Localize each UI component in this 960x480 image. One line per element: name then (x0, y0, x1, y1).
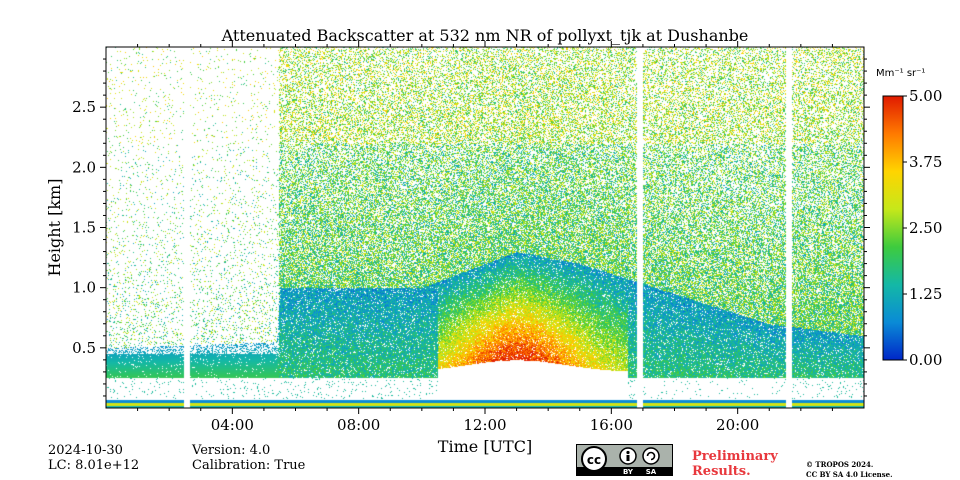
sa-icon (642, 447, 660, 465)
heatmap-image (106, 47, 864, 408)
copyright-line1: © TROPOS 2024. (806, 460, 874, 469)
heatmap-canvas (106, 47, 864, 408)
cc-license-badge[interactable]: cc BY SA (576, 444, 673, 476)
colorbar-tick-label: 2.50 (909, 219, 942, 237)
preliminary-line2: Results. (692, 464, 751, 479)
x-tick-label: 08:00 (337, 416, 380, 434)
colorbar (882, 95, 904, 361)
copyright-note: © TROPOS 2024. CC BY SA 4.0 License. (806, 460, 893, 480)
colorbar-unit-label: Mm⁻¹ sr⁻¹ (876, 68, 925, 79)
footer-date: 2024-10-30 (48, 443, 123, 458)
svg-text:cc: cc (587, 453, 601, 467)
colorbar-tick-label: 5.00 (909, 87, 942, 105)
cc-icon (581, 446, 607, 472)
y-tick-label: 1.0 (72, 279, 96, 297)
copyright-line2: CC BY SA 4.0 License. (806, 470, 893, 479)
x-tick-label: 20:00 (716, 416, 759, 434)
colorbar-tick-label: 1.25 (909, 285, 942, 303)
x-tick-label: 04:00 (211, 416, 254, 434)
preliminary-line1: Preliminary (692, 449, 778, 464)
footer-version: Version: 4.0 (192, 443, 271, 458)
chart-title: Attenuated Backscatter at 532 nm NR of p… (221, 26, 749, 45)
y-axis-label: Height [km] (45, 179, 64, 277)
x-tick-label: 16:00 (590, 416, 633, 434)
y-tick-label: 2.5 (72, 98, 96, 116)
y-tick-label: 2.0 (72, 158, 96, 176)
by-label: BY (623, 468, 634, 475)
x-axis-label: Time [UTC] (438, 437, 532, 456)
x-tick-label: 12:00 (463, 416, 506, 434)
footer-calibration: Calibration: True (192, 458, 306, 473)
colorbar-tick-label: 0.00 (909, 351, 942, 369)
footer-lc: LC: 8.01e+12 (48, 458, 140, 473)
y-tick-label: 1.5 (72, 219, 96, 237)
preliminary-note: Preliminary Results. (692, 449, 778, 479)
sa-label: SA (646, 468, 657, 475)
y-tick-label: 0.5 (72, 339, 96, 357)
colorbar-tick-label: 3.75 (909, 153, 942, 171)
